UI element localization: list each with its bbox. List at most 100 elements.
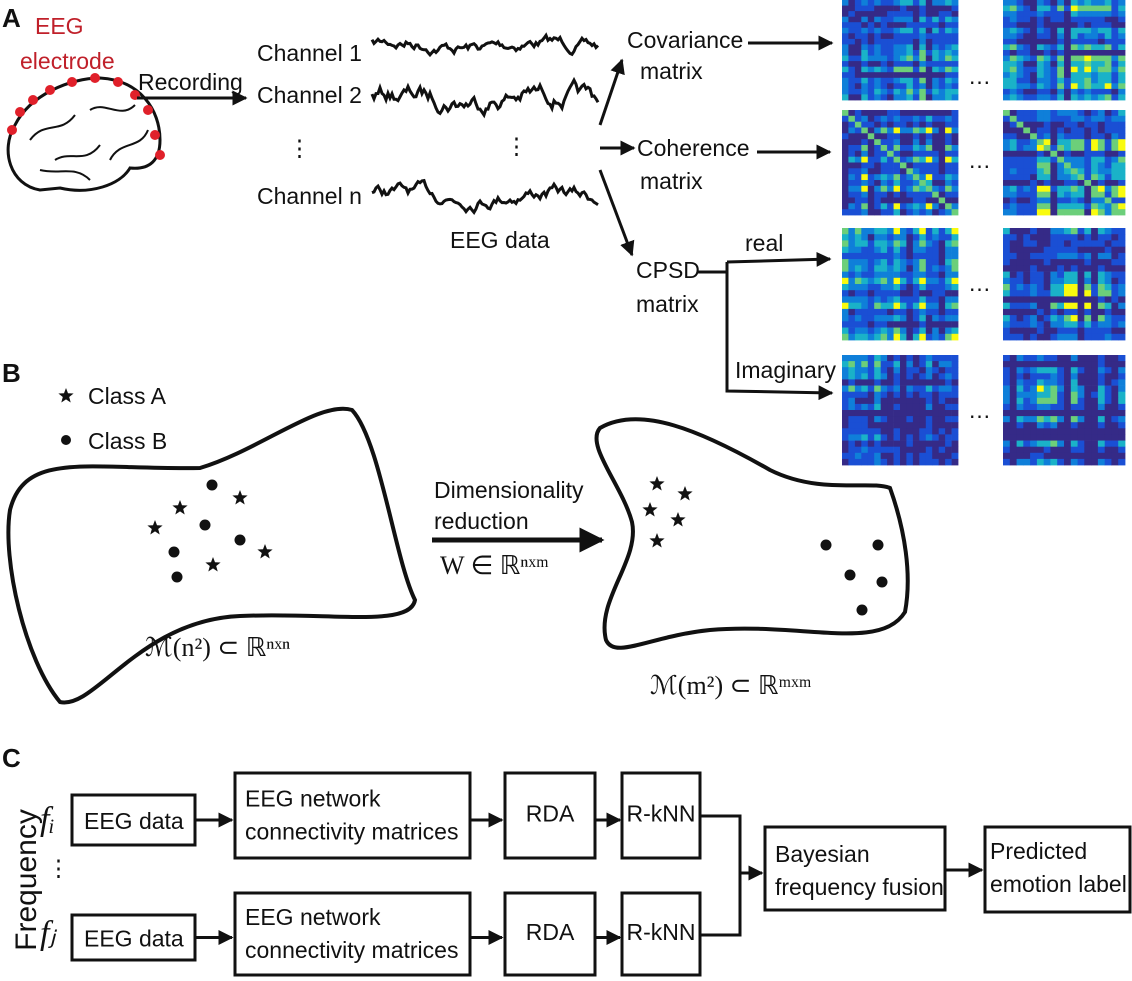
matrix-cell <box>861 156 869 163</box>
matrix-cell <box>938 315 946 322</box>
matrix-cell <box>887 197 894 204</box>
matrix-cell <box>938 50 946 56</box>
matrix-cell <box>867 246 875 254</box>
matrix-cell <box>1003 234 1011 241</box>
matrix-cell <box>887 327 894 335</box>
matrix-cell <box>1077 315 1085 322</box>
matrix-cell <box>1050 246 1058 254</box>
matrix-cell <box>880 55 888 62</box>
matrix-cell <box>880 209 888 216</box>
matrix-cell <box>1016 397 1024 405</box>
matrix-cell <box>1030 252 1038 260</box>
matrix-cell <box>1064 373 1072 380</box>
matrix-cell <box>1003 434 1011 441</box>
matrix-cell <box>893 191 901 198</box>
matrix-cell <box>900 16 907 23</box>
matrix-cell <box>1057 209 1065 216</box>
matrix-cell <box>932 321 939 328</box>
matrix-cell <box>1030 197 1038 204</box>
matrix-cell <box>880 5 888 12</box>
matrix-cell <box>900 446 907 454</box>
matrix-cell <box>900 50 907 56</box>
matrix-cell <box>842 428 849 435</box>
matrix-cell <box>1043 361 1051 368</box>
matrix-cell <box>893 61 901 68</box>
matrix-cell <box>867 265 875 272</box>
matrix-cell <box>1030 385 1038 393</box>
matrix-cell <box>887 61 894 68</box>
matrix-cell <box>1030 422 1038 429</box>
matrix-cell <box>887 277 894 285</box>
matrix-cell <box>1009 416 1017 423</box>
matrix-cell <box>1050 115 1058 122</box>
matrix-cell <box>906 308 914 316</box>
matrix-cell <box>1023 296 1031 303</box>
matrix-cell <box>1009 203 1017 210</box>
matrix-cell <box>1057 367 1065 374</box>
matrix-cell <box>1104 22 1112 29</box>
matrix-cell <box>887 203 894 210</box>
matrix-cell <box>1023 185 1031 192</box>
matrix-cell <box>938 11 946 18</box>
matrix-cell <box>906 271 914 279</box>
matrix-cell <box>1077 0 1085 6</box>
matrix-cell <box>1016 115 1024 122</box>
matrix-cell <box>945 446 952 454</box>
matrix-cell <box>1064 440 1072 448</box>
matrix-cell <box>932 38 939 45</box>
matrix-cell <box>1023 240 1031 247</box>
matrix-cell <box>1111 33 1119 40</box>
matrix-cell <box>1077 252 1085 260</box>
matrix-cell <box>1084 385 1092 393</box>
matrix-cell <box>1003 50 1011 56</box>
matrix-cell <box>1050 434 1058 441</box>
matrix-cell <box>945 83 952 90</box>
matrix-cell <box>938 145 946 152</box>
matrix-cell <box>854 246 862 254</box>
matrix-cell <box>938 228 946 235</box>
matrix-cell <box>887 55 894 62</box>
matrix-cell <box>906 315 914 322</box>
matrix-cell <box>1077 302 1085 310</box>
matrix-cell <box>1091 391 1099 399</box>
matrix-cell <box>1077 284 1085 291</box>
matrix-cell <box>1084 44 1092 51</box>
matrix-cell <box>874 94 881 101</box>
matrix-cell <box>880 422 888 429</box>
matrix-cell <box>854 410 862 417</box>
matrix-cell <box>932 296 939 303</box>
matrix-cell <box>932 327 939 335</box>
matrix-cell <box>1111 355 1119 362</box>
matrix-cell <box>1036 191 1045 198</box>
matrix-cell <box>887 121 894 128</box>
matrix-cell <box>1064 72 1072 79</box>
box-label: RDA <box>526 919 575 945</box>
matrix-cell <box>887 180 894 187</box>
matrix-cell <box>925 265 933 272</box>
matrix-cell <box>1064 240 1072 247</box>
matrix-cell <box>919 22 927 29</box>
matrix-cell <box>945 361 952 368</box>
matrix-cell <box>906 203 914 210</box>
matrix-cell <box>848 38 856 45</box>
matrix-cell <box>925 185 933 192</box>
matrix-cell <box>1111 367 1119 374</box>
matrix-cell <box>1016 162 1024 169</box>
matrix-cell <box>919 33 927 40</box>
matrix-cell <box>932 121 939 128</box>
matrix-cell <box>867 44 875 51</box>
matrix-cell <box>861 94 869 101</box>
matrix-cell <box>932 127 939 134</box>
matrix-cell <box>848 27 856 34</box>
matrix-cell <box>1077 50 1085 56</box>
matrix-cell <box>1097 416 1106 423</box>
matrix-cell <box>1057 197 1065 204</box>
matrix-cell <box>1023 145 1031 152</box>
matrix-cell <box>945 66 952 73</box>
matrix-cell <box>848 33 856 40</box>
matrix-cell <box>1084 156 1092 163</box>
matrix-cell <box>854 373 862 380</box>
matrix-cell <box>1030 373 1038 380</box>
matrix-cell <box>1091 197 1099 204</box>
matrix-cell <box>1050 22 1058 29</box>
